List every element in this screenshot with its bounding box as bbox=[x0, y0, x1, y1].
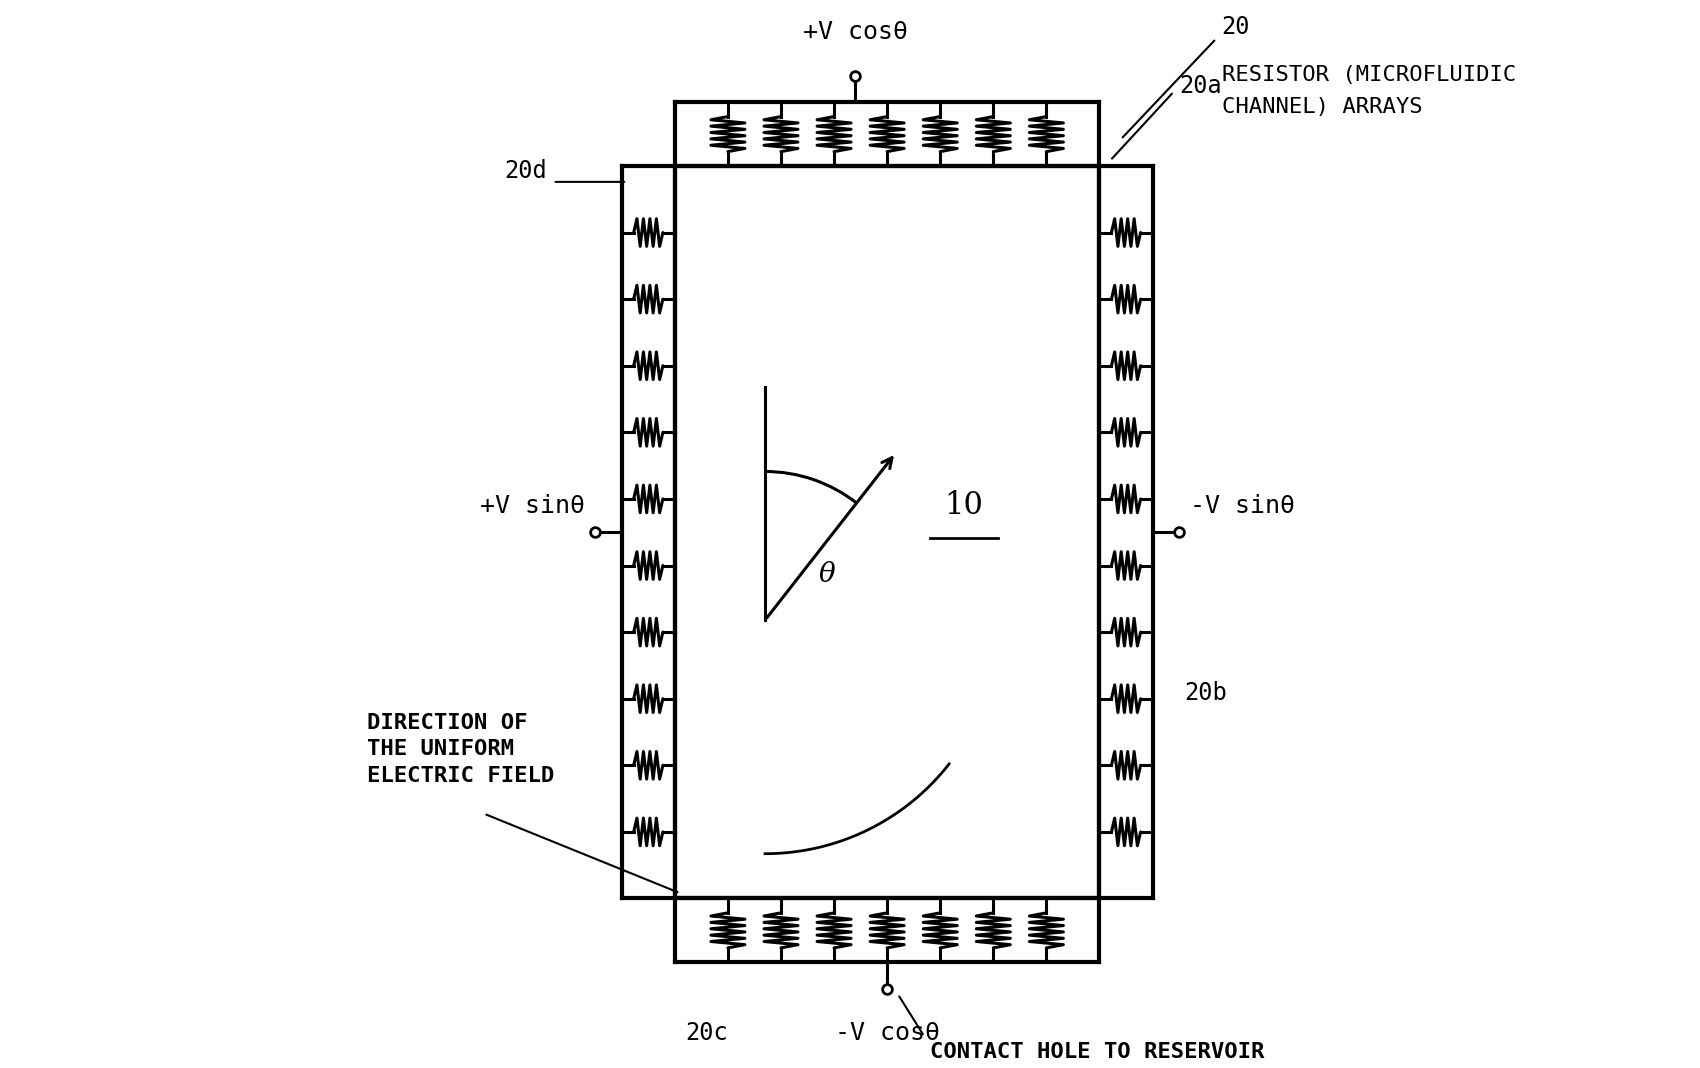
Text: CHANNEL) ARRAYS: CHANNEL) ARRAYS bbox=[1222, 97, 1423, 116]
Text: RESISTOR (MICROFLUIDIC: RESISTOR (MICROFLUIDIC bbox=[1222, 65, 1516, 85]
Text: CONTACT HOLE TO RESERVOIR: CONTACT HOLE TO RESERVOIR bbox=[930, 1041, 1265, 1062]
Text: ELECTRIC FIELD: ELECTRIC FIELD bbox=[367, 766, 554, 786]
Text: THE UNIFORM: THE UNIFORM bbox=[367, 739, 513, 759]
Text: 20: 20 bbox=[1222, 15, 1250, 38]
Text: 20c: 20c bbox=[685, 1021, 728, 1045]
Text: DIRECTION OF: DIRECTION OF bbox=[367, 712, 527, 733]
Text: 10: 10 bbox=[944, 490, 983, 521]
Bar bbox=[675, 166, 1100, 898]
Text: 20b: 20b bbox=[1185, 681, 1227, 705]
Text: -V cosθ: -V cosθ bbox=[835, 1021, 940, 1045]
Text: 20d: 20d bbox=[505, 159, 547, 184]
Text: +V cosθ: +V cosθ bbox=[802, 20, 908, 44]
Text: +V sinθ: +V sinθ bbox=[479, 493, 585, 518]
Text: 20a: 20a bbox=[1180, 75, 1222, 98]
Text: -V sinθ: -V sinθ bbox=[1190, 493, 1295, 518]
Text: θ: θ bbox=[818, 562, 835, 588]
